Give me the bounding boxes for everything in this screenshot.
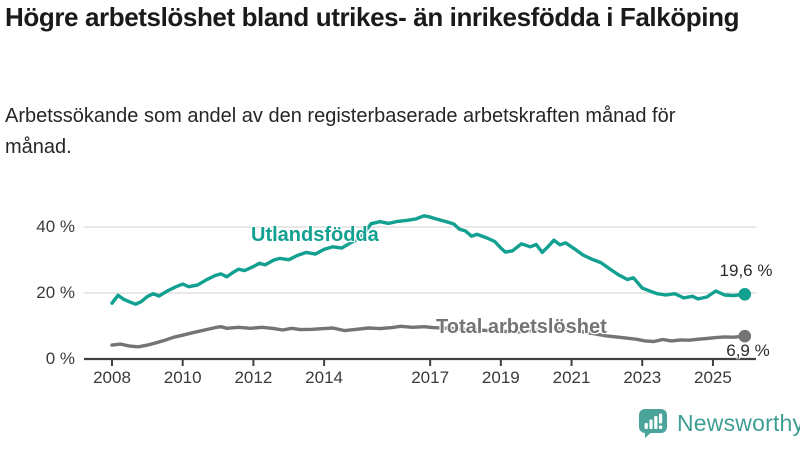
x-tick-label: 2017	[411, 368, 450, 387]
speech-bubble-bar-chart-icon	[639, 409, 667, 438]
newsworthy-wordmark: Newsworthy	[677, 410, 800, 436]
series-label-utlandsfodda: Utlandsfödda	[251, 224, 379, 246]
x-tick-label: 2019	[481, 368, 520, 387]
newsworthy-logo: Newsworthy	[638, 408, 800, 439]
end-value-label-total: 6,9 %	[726, 341, 770, 360]
y-tick-label: 40 %	[36, 217, 75, 236]
x-tick-label: 2021	[552, 368, 591, 387]
x-tick-label: 2014	[305, 368, 344, 387]
x-tick-label: 2023	[623, 368, 662, 387]
series-label-total-arbetsloshet: Total arbetslöshet	[436, 316, 607, 338]
series-end-dot-0	[738, 288, 752, 301]
end-value-label-utlandsfodda: 19,6 %	[719, 261, 773, 280]
x-tick-label: 2010	[163, 368, 202, 387]
y-tick-label: 0 %	[45, 349, 75, 368]
x-tick-label: 2008	[93, 368, 131, 387]
x-tick-label: 2012	[234, 368, 273, 387]
x-tick-label: 2025	[694, 368, 732, 387]
chart-subtitle: Arbetssökande som andel av den registerb…	[5, 105, 676, 158]
series-line-0	[110, 214, 747, 306]
chart-title: Högre arbetslöshet bland utrikes- än inr…	[5, 2, 740, 32]
series-line-1	[110, 324, 747, 349]
series-end-dot-1	[738, 329, 752, 343]
y-tick-label: 20 %	[36, 283, 75, 302]
